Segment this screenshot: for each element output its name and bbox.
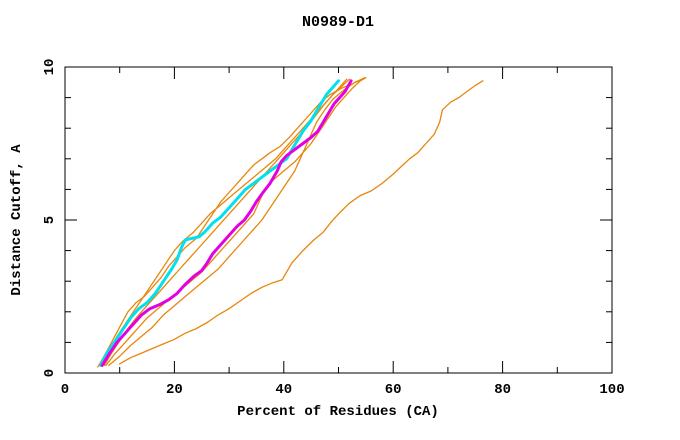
series-model-orange-4 (108, 77, 366, 367)
series-model-orange-far-right (119, 80, 484, 365)
series-model-orange-3 (105, 77, 367, 367)
x-tick-label: 0 (61, 382, 69, 398)
y-tick-label: 5 (42, 216, 58, 224)
x-tick-label: 20 (166, 382, 183, 398)
y-tick-label: 10 (42, 59, 58, 76)
series-model-magenta (100, 79, 353, 367)
y-tick-label: 0 (42, 369, 58, 377)
x-tick-label: 40 (275, 382, 292, 398)
y-axis-label: Distance Cutoff, A (9, 144, 25, 296)
x-tick-label: 60 (385, 382, 402, 398)
x-tick-label: 100 (599, 382, 624, 398)
x-axis-label: Percent of Residues (CA) (237, 404, 439, 420)
plot-area: 0 20 40 60 80 100 0 5 10 (42, 59, 625, 398)
axis-border (64, 66, 613, 374)
series-model-orange-2 (101, 78, 351, 367)
x-tick-label: 80 (494, 382, 511, 398)
chart-title: N0989-D1 (302, 14, 374, 31)
series-model-orange-1 (97, 78, 364, 368)
series-model-cyan (99, 79, 340, 367)
